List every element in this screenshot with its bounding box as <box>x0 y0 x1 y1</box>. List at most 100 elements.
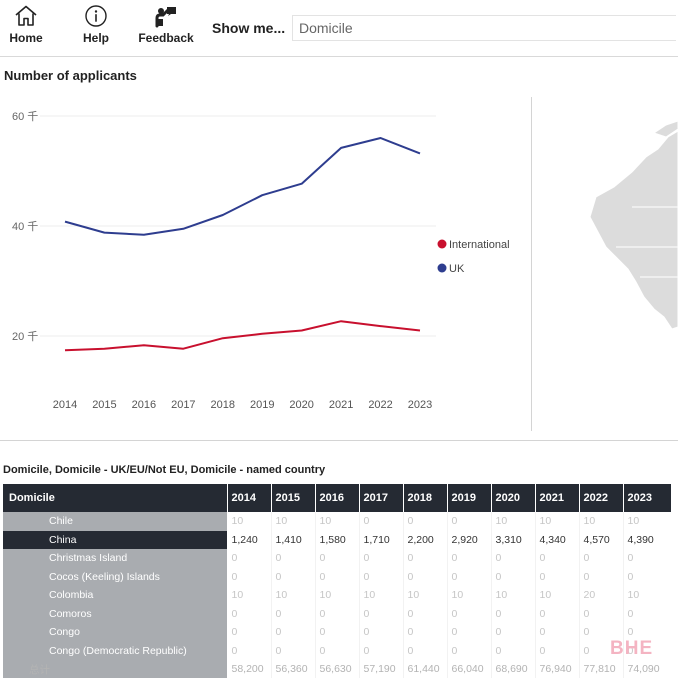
x-tick-label: 2021 <box>329 399 353 411</box>
table-cell: 0 <box>359 512 404 531</box>
table-cell: 10 <box>271 512 316 531</box>
table-cell: 56,360 <box>271 660 316 678</box>
table-cell: 0 <box>623 623 671 642</box>
table-row[interactable]: Comoros 0 0 0 0 0 0 0 0 0 0 <box>3 604 671 623</box>
table-row[interactable]: Colombia 10 10 10 10 10 10 10 10 20 10 <box>3 586 671 605</box>
data-table-container: Domicile 2014 2015 2016 2017 2018 2019 2… <box>3 484 671 678</box>
header-domicile[interactable]: Domicile <box>3 484 228 512</box>
search-box <box>292 15 676 41</box>
section-divider <box>0 440 678 441</box>
header-year[interactable]: 2018 <box>403 484 448 512</box>
help-button[interactable]: Help <box>76 4 116 50</box>
table-cell: 0 <box>447 567 492 586</box>
table-row[interactable]: China 1,240 1,410 1,580 1,710 2,200 2,920 3,310… <box>3 530 671 549</box>
row-label[interactable]: Congo <box>3 623 228 642</box>
table-cell: 4,390 <box>623 530 671 549</box>
table-cell: 56,630 <box>315 660 360 678</box>
watermark-logo: BHE <box>610 638 654 659</box>
table-cell: 1,240 <box>227 530 272 549</box>
table-row[interactable]: Chile 10 10 10 0 0 0 10 10 10 10 <box>3 512 671 531</box>
chart-title: Number of applicants <box>4 68 137 83</box>
x-tick-label: 2014 <box>53 399 77 411</box>
table-cell: 10 <box>227 512 272 531</box>
feedback-button[interactable]: Feedback <box>134 4 198 50</box>
x-tick-label: 2015 <box>92 399 116 411</box>
table-cell: 0 <box>535 641 580 660</box>
table-row[interactable]: Cocos (Keeling) Islands 0 0 0 0 0 0 0 0 0 0 <box>3 567 671 586</box>
header-year[interactable]: 2014 <box>227 484 272 512</box>
header-year[interactable]: 2023 <box>623 484 671 512</box>
table-cell: 10 <box>535 586 580 605</box>
table-cell: 0 <box>359 604 404 623</box>
table-cell: 0 <box>623 641 671 660</box>
row-label[interactable]: China <box>3 530 228 549</box>
table-cell: 10 <box>623 512 671 531</box>
table-row[interactable]: Congo 0 0 0 0 0 0 0 0 0 0 <box>3 623 671 642</box>
table-cell: 0 <box>491 641 536 660</box>
table-cell: 4,570 <box>579 530 624 549</box>
table-row[interactable]: Congo (Democratic Republic) 0 0 0 0 0 0 0 0 0 0 <box>3 641 671 660</box>
total-label[interactable]: 总计 <box>3 660 228 678</box>
series-line-international <box>64 320 421 352</box>
table-cell: 0 <box>315 567 360 586</box>
table-cell: 0 <box>359 549 404 568</box>
table-cell: 0 <box>623 604 671 623</box>
table-cell: 61,440 <box>403 660 448 678</box>
feedback-icon <box>155 7 176 28</box>
table-title: Domicile, Domicile - UK/EU/Not EU, Domic… <box>3 464 326 476</box>
row-label[interactable]: Congo (Democratic Republic) <box>3 641 228 660</box>
table-cell: 0 <box>271 567 316 586</box>
row-label[interactable]: Comoros <box>3 604 228 623</box>
table-cell: 0 <box>535 567 580 586</box>
toolbar: Home Help Feedback Show me... <box>0 0 678 57</box>
header-year[interactable]: 2020 <box>491 484 536 512</box>
table-cell: 0 <box>447 604 492 623</box>
header-year[interactable]: 2017 <box>359 484 404 512</box>
row-label[interactable]: Cocos (Keeling) Islands <box>3 567 228 586</box>
table-cell: 0 <box>447 641 492 660</box>
home-icon <box>15 5 37 26</box>
row-label[interactable]: Colombia <box>3 586 228 605</box>
table-cell: 10 <box>535 512 580 531</box>
table-row[interactable]: Christmas Island 0 0 0 0 0 0 0 0 0 0 <box>3 549 671 568</box>
table-cell: 0 <box>315 549 360 568</box>
table-total-row[interactable]: 总计 58,200 56,360 56,630 57,190 61,440 66,040 68… <box>3 660 671 678</box>
table-cell: 10 <box>359 586 404 605</box>
show-me-input[interactable] <box>293 16 669 40</box>
x-tick-label: 2019 <box>250 399 274 411</box>
row-label[interactable]: Chile <box>3 512 228 531</box>
table-cell: 1,410 <box>271 530 316 549</box>
header-year[interactable]: 2021 <box>535 484 580 512</box>
table-cell: 10 <box>403 586 448 605</box>
table-cell: 0 <box>447 512 492 531</box>
header-year[interactable]: 2015 <box>271 484 316 512</box>
table-cell: 0 <box>315 641 360 660</box>
table-cell: 0 <box>227 623 272 642</box>
table-cell: 3,310 <box>491 530 536 549</box>
table-cell: 0 <box>271 623 316 642</box>
table-cell: 2,200 <box>403 530 448 549</box>
x-tick-label: 2020 <box>289 399 313 411</box>
table-cell: 0 <box>579 567 624 586</box>
table-cell: 0 <box>579 604 624 623</box>
table-cell: 0 <box>315 623 360 642</box>
home-button[interactable]: Home <box>6 4 46 50</box>
table-cell: 0 <box>359 641 404 660</box>
line-chart: 20 千 40 千 60 千 2014 2015 2016 2017 2018 2019 2020… <box>0 94 530 424</box>
row-label[interactable]: Christmas Island <box>3 549 228 568</box>
legend-label: UK <box>449 263 465 275</box>
table-cell: 0 <box>403 623 448 642</box>
table-cell: 66,040 <box>447 660 492 678</box>
map-panel[interactable] <box>536 97 678 431</box>
table-cell: 1,580 <box>315 530 360 549</box>
header-year[interactable]: 2022 <box>579 484 624 512</box>
table-cell: 0 <box>491 604 536 623</box>
header-year[interactable]: 2016 <box>315 484 360 512</box>
table-cell: 0 <box>271 604 316 623</box>
x-tick-label: 2016 <box>132 399 156 411</box>
table-cell: 0 <box>315 604 360 623</box>
table-cell: 57,190 <box>359 660 404 678</box>
info-icon <box>85 5 107 27</box>
header-year[interactable]: 2019 <box>447 484 492 512</box>
x-tick-label: 2017 <box>171 399 195 411</box>
